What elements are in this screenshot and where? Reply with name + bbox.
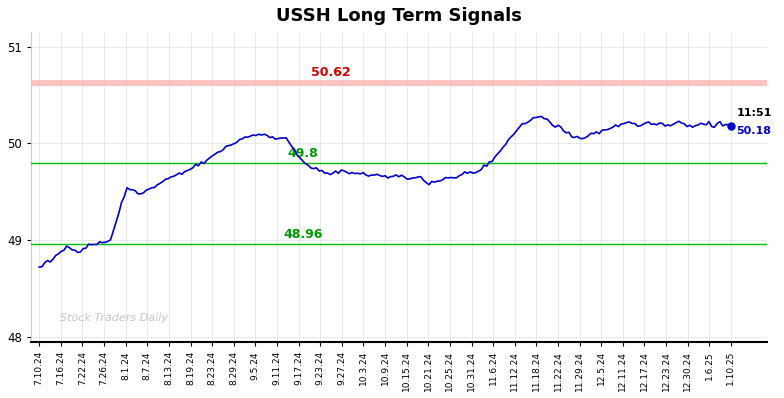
Text: Stock Traders Daily: Stock Traders Daily <box>60 314 169 324</box>
Text: 48.96: 48.96 <box>284 228 323 241</box>
Text: 50.62: 50.62 <box>311 66 350 78</box>
Bar <box>31 80 767 86</box>
Text: 11:51: 11:51 <box>736 108 771 119</box>
Text: 50.18: 50.18 <box>736 126 771 136</box>
Title: USSH Long Term Signals: USSH Long Term Signals <box>276 7 521 25</box>
Text: 49.8: 49.8 <box>288 147 318 160</box>
